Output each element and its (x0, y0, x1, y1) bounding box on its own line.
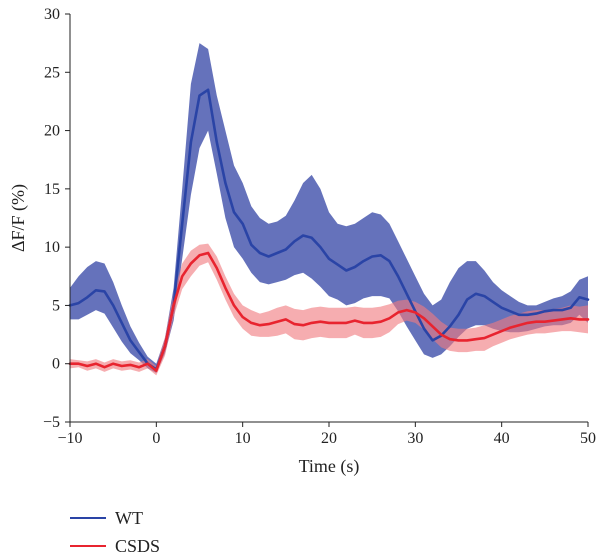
x-ticks: −10 0 10 20 30 40 50 (57, 422, 596, 447)
band-wt (70, 43, 588, 373)
x-tick-label: 50 (580, 430, 596, 447)
y-tick-label: −5 (43, 414, 60, 431)
x-tick-label: −10 (57, 430, 82, 447)
y-tick-label: 30 (44, 6, 60, 23)
x-tick-label: 30 (407, 430, 423, 447)
y-tick-label: 25 (44, 64, 60, 81)
legend: WT CSDS (70, 508, 160, 556)
y-tick-label: 10 (44, 239, 60, 256)
y-tick-label: 15 (44, 181, 60, 198)
x-axis: −10 0 10 20 30 40 50 Time (s) (57, 421, 596, 477)
y-tick-label: 5 (52, 297, 60, 314)
y-axis: −5 0 5 10 15 20 25 30 ΔF/F (%) (8, 6, 71, 431)
y-ticks: −5 0 5 10 15 20 25 30 (43, 6, 70, 431)
legend-item-wt: WT (70, 508, 143, 528)
legend-label-wt: WT (115, 508, 143, 528)
legend-label-csds: CSDS (115, 536, 160, 556)
y-axis-title: ΔF/F (%) (8, 184, 29, 252)
line-csds (68, 251, 590, 373)
legend-item-csds: CSDS (70, 536, 160, 556)
series-lines (68, 88, 590, 373)
x-tick-label: 10 (235, 430, 251, 447)
x-tick-label: 0 (152, 430, 160, 447)
plot-area (68, 43, 590, 376)
band-csds (70, 243, 588, 376)
x-tick-label: 40 (494, 430, 510, 447)
y-tick-label: 0 (52, 356, 60, 373)
confidence-bands (70, 43, 588, 376)
y-tick-label: 20 (44, 123, 60, 140)
x-axis-title: Time (s) (299, 456, 360, 477)
x-tick-label: 20 (321, 430, 337, 447)
